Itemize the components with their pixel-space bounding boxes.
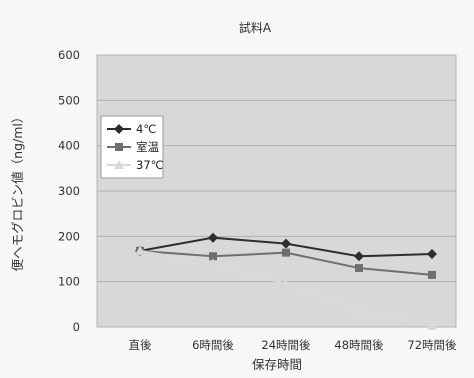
data-point xyxy=(355,264,363,273)
legend-marker xyxy=(115,143,123,151)
legend-label: 37℃ xyxy=(136,158,164,172)
x-tick-label: 6時間後 xyxy=(192,338,234,352)
legend: 4℃ 室温 37℃ xyxy=(100,115,164,179)
data-point xyxy=(281,238,291,249)
y-tick-labels: 0 100 200 300 400 500 600 xyxy=(58,48,80,334)
legend-marker xyxy=(114,160,124,169)
y-tick-label: 400 xyxy=(58,139,80,153)
legend-marker xyxy=(114,124,124,134)
data-point xyxy=(354,304,364,314)
y-tick-label: 0 xyxy=(73,320,80,334)
y-tick-label: 200 xyxy=(58,229,80,243)
data-point xyxy=(208,258,218,268)
y-axis-label: 便ヘモグロビン値（ng/ml） xyxy=(10,111,25,272)
data-point xyxy=(354,251,364,262)
y-tick-label: 500 xyxy=(58,93,80,107)
y-tick-label: 100 xyxy=(58,275,80,289)
data-point xyxy=(208,232,218,243)
x-tick-label: 72時間後 xyxy=(407,338,457,352)
gridlines xyxy=(97,99,456,283)
series-group xyxy=(135,232,437,331)
legend-box xyxy=(100,115,164,179)
series-triangle xyxy=(135,245,437,331)
data-point xyxy=(281,278,291,288)
x-axis-label: 保存時間 xyxy=(252,357,302,372)
data-point xyxy=(428,270,436,279)
x-tick-labels: 直後 6時間後 24時間後 48時間後 72時間後 xyxy=(129,338,458,352)
data-point xyxy=(427,249,437,260)
x-tick-label: 直後 xyxy=(129,338,152,352)
legend-label: 室温 xyxy=(136,140,159,154)
chart-title: 試料A xyxy=(239,20,272,35)
y-tick-label: 600 xyxy=(58,48,80,62)
legend-label: 4℃ xyxy=(136,122,156,136)
data-point xyxy=(427,321,437,331)
y-tick-label: 300 xyxy=(58,184,80,198)
x-tick-label: 48時間後 xyxy=(334,338,384,352)
data-point xyxy=(209,252,217,261)
x-tick-label: 24時間後 xyxy=(261,338,311,352)
data-point xyxy=(282,248,290,257)
data-point xyxy=(135,245,145,255)
